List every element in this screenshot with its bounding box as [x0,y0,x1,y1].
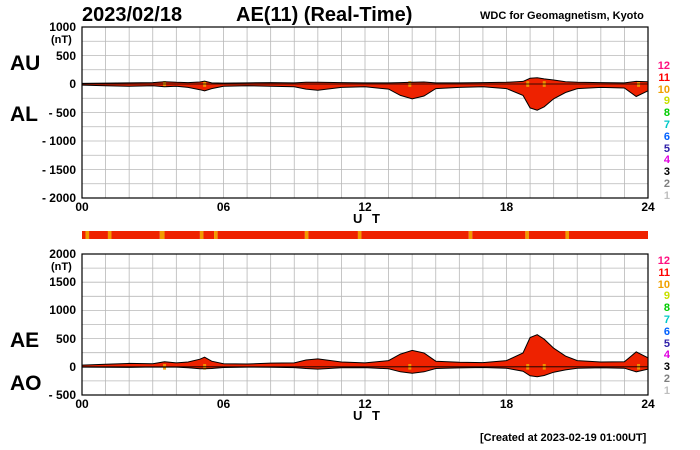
legend-label-3: 3 [663,166,670,179]
legend-label-1: 1 [663,384,670,397]
page-date: 2023/02/18 [82,4,183,26]
status-bar-segment [565,231,569,239]
status-bar-segment [111,231,160,239]
ae-series-line [81,334,649,366]
legend-label-12: 12 [657,60,670,72]
legend-label-9: 9 [663,95,670,108]
status-bar-segment [528,231,566,239]
au-series-label: AU [10,52,41,75]
legend-label-2: 2 [663,373,670,385]
y-tick-label: - 500 [48,105,76,120]
y-tick-label: 1000 [49,303,76,318]
legend-label-11: 11 [658,266,670,279]
plot-frame [81,26,649,199]
status-bar-segment [107,231,112,239]
created-timestamp: [Created at 2023-02-19 01:00UT] [480,432,647,444]
status-bar-segment [468,231,473,239]
ae-series-label: AE [10,329,40,352]
legend-label-11: 11 [658,71,670,84]
x-tick-label: 00 [75,200,89,214]
legend-label-7: 7 [663,119,670,131]
status-bar-segment [82,231,86,239]
status-bar-segment [568,231,648,239]
x-tick-label: 12 [358,200,372,214]
x-tick-label: 24 [641,397,655,411]
x-tick-label: 18 [499,200,514,214]
legend-label-10: 10 [657,278,670,291]
status-bar-segment [159,231,165,239]
al-series-label: AL [10,103,38,126]
plot-frame [81,253,649,396]
ao-series-label: AO [10,372,42,395]
legend-label-7: 7 [663,314,670,326]
y-tick-label: 2000 [49,247,76,261]
y-tick-label: 500 [55,48,76,63]
y-unit-label: (nT) [51,34,72,47]
legend-label-10: 10 [657,83,670,96]
legend-label-3: 3 [663,361,670,374]
legend-label-2: 2 [663,178,670,190]
status-bar-segment [164,231,200,239]
x-tick-label: 06 [216,200,231,214]
legend-label-4: 4 [663,349,670,362]
status-bar-segment [203,231,215,239]
y-tick-label: - 1500 [41,162,76,177]
x-axis-title: U T [353,211,383,226]
legend-label-5: 5 [663,337,670,350]
y-tick-label: 1000 [49,20,76,34]
x-tick-label: 00 [75,397,89,411]
status-bar-segment [357,231,362,239]
y-tick-label: - 1000 [41,134,76,148]
status-bar-segment [199,231,204,239]
legend-label-1: 1 [663,189,670,202]
legend-label-8: 8 [663,107,670,120]
x-tick-label: 18 [499,397,514,411]
status-bar-segment [217,231,305,239]
y-tick-label: 0 [69,359,76,374]
x-tick-label: 06 [216,397,231,411]
data-source: WDC for Geomagnetism, Kyoto [480,10,644,22]
y-tick-label: 0 [69,77,76,91]
legend-label-8: 8 [663,302,670,315]
status-bar-segment [525,231,529,239]
status-bar-segment [308,231,358,239]
y-tick-label: - 2000 [41,191,76,205]
ao-series-line [81,366,649,378]
y-unit-label: (nT) [51,261,72,274]
legend-label-12: 12 [657,255,670,267]
status-bar-segment [89,231,108,239]
legend-label-9: 9 [663,290,670,303]
legend-label-4: 4 [663,154,670,167]
status-bar-segment [304,231,309,239]
y-tick-label: 1500 [49,275,76,290]
au-series-line [81,77,649,84]
status-bar-segment [472,231,526,239]
page-title: AE(11) (Real-Time) [236,4,413,26]
ae-ao-envelope-area [82,334,648,377]
al-series-line [81,84,649,111]
legend-label-6: 6 [663,130,670,143]
y-tick-label: 500 [55,331,76,346]
y-tick-label: - 500 [48,388,76,402]
status-bar-segment [85,231,90,239]
legend-label-5: 5 [663,142,670,155]
legend-label-6: 6 [663,325,670,338]
x-tick-label: 24 [641,200,655,214]
status-bar-segment [361,231,469,239]
status-bar-segment [214,231,218,239]
x-tick-label: 12 [358,397,372,411]
x-axis-title: U T [353,408,383,423]
